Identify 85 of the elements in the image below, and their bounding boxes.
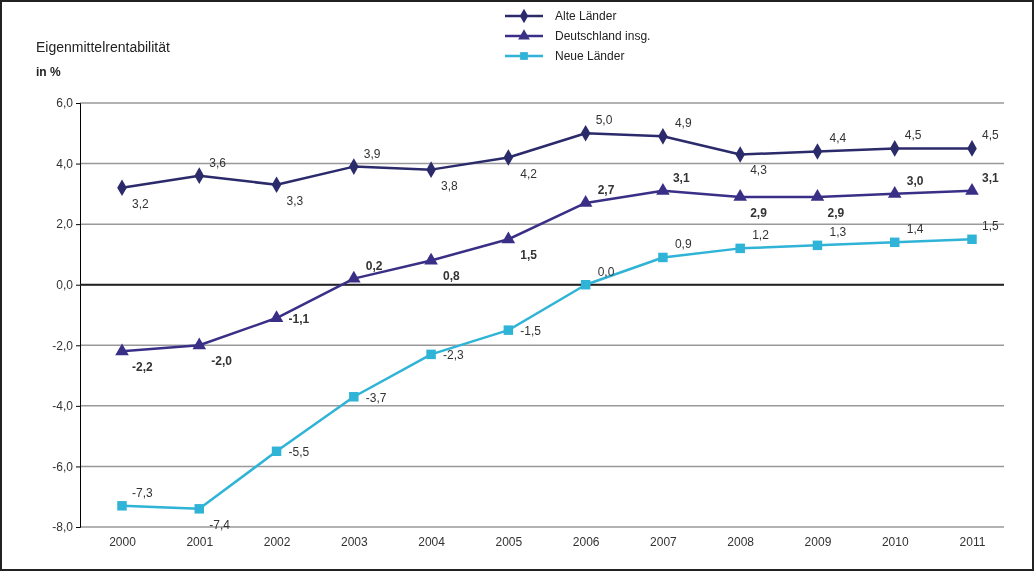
data-label: 4,5: [982, 128, 1000, 143]
point: [580, 279, 591, 290]
x-tick-label: 2000: [109, 534, 137, 549]
data-label: 1,5: [982, 219, 1000, 234]
data-label: 1,4: [906, 222, 924, 237]
data-label: -2,0: [211, 354, 233, 369]
x-tick-label: 2009: [804, 534, 832, 549]
data-label: -1,5: [520, 324, 542, 339]
data-label: 2,9: [750, 205, 768, 220]
x-tick-label: 2003: [340, 534, 368, 549]
data-label: 4,4: [829, 131, 847, 146]
x-tick-label: 2005: [495, 534, 523, 549]
point: [192, 337, 207, 350]
chart-title: Eigenmittelrentabilität: [36, 39, 170, 55]
y-tick-label: -6,0: [52, 459, 74, 474]
point: [349, 392, 359, 402]
data-label: 1,3: [829, 225, 847, 240]
data-label: 3,1: [982, 170, 1000, 185]
data-label: 4,3: [750, 163, 768, 178]
x-tick-label: 2007: [650, 534, 678, 549]
data-label: -2,3: [443, 348, 465, 363]
point: [117, 501, 127, 511]
data-label: 3,8: [441, 178, 459, 193]
data-label: 3,1: [672, 170, 690, 185]
data-label: -7,4: [209, 517, 231, 532]
point: [656, 182, 670, 195]
data-label: 3,6: [209, 155, 227, 170]
point: [115, 343, 129, 356]
y-tick-label: 2,0: [56, 217, 74, 232]
point: [733, 189, 747, 201]
point: [735, 243, 745, 254]
data-label: 0,8: [443, 269, 461, 284]
x-tick-label: 2002: [263, 534, 291, 549]
data-label: 0,2: [365, 258, 383, 273]
point: [812, 240, 823, 251]
legend-label: Deutschland insg.: [555, 29, 651, 43]
point: [967, 234, 977, 245]
data-label: 3,9: [363, 146, 381, 161]
data-label: 3,0: [906, 173, 924, 188]
x-tick-label: 2010: [881, 534, 909, 549]
point: [578, 195, 593, 207]
point: [269, 310, 284, 322]
point: [347, 270, 361, 283]
x-tick-label: 2001: [186, 534, 214, 549]
point: [889, 237, 900, 248]
data-label: -2,2: [132, 360, 153, 375]
y-tick-label: 0,0: [56, 278, 74, 293]
data-label: 4,9: [674, 116, 692, 131]
point: [965, 182, 979, 195]
x-tick-label: 2004: [418, 534, 446, 549]
data-label: 2,7: [597, 182, 615, 197]
x-tick-label: 2011: [959, 534, 986, 549]
data-label: 3,3: [286, 193, 304, 208]
data-label: 5,0: [595, 113, 613, 128]
x-tick-label: 2006: [572, 534, 600, 549]
x-tick-label: 2008: [727, 534, 755, 549]
data-label: 3,2: [132, 196, 150, 211]
point: [503, 325, 514, 335]
data-label: 4,2: [520, 166, 538, 181]
y-tick-label: 4,0: [56, 156, 74, 171]
y-tick-label: 6,0: [56, 96, 74, 111]
data-label: 4,5: [904, 128, 922, 143]
point: [194, 504, 205, 514]
data-label: 1,5: [520, 248, 538, 263]
legend-label: Neue Länder: [555, 49, 625, 63]
point: [424, 252, 438, 265]
data-label: 1,2: [752, 228, 770, 243]
data-label: 2,9: [827, 205, 845, 220]
y-tick-label: -2,0: [52, 338, 74, 353]
data-label: 0,9: [674, 237, 692, 252]
data-label: 0,0: [597, 264, 615, 279]
point: [426, 349, 436, 360]
data-label: -1,1: [288, 312, 310, 327]
data-label: -3,7: [365, 390, 387, 405]
point: [501, 231, 516, 244]
y-tick-label: -8,0: [52, 520, 74, 535]
y-tick-label: -4,0: [52, 399, 74, 414]
point: [271, 446, 282, 457]
data-label: -5,5: [288, 445, 310, 460]
point: [658, 252, 668, 263]
point: [887, 186, 902, 198]
point: [810, 189, 825, 201]
data-label: -7,3: [132, 485, 153, 500]
legend-label: Alte Länder: [555, 9, 617, 23]
y-axis-title: in %: [36, 65, 61, 79]
